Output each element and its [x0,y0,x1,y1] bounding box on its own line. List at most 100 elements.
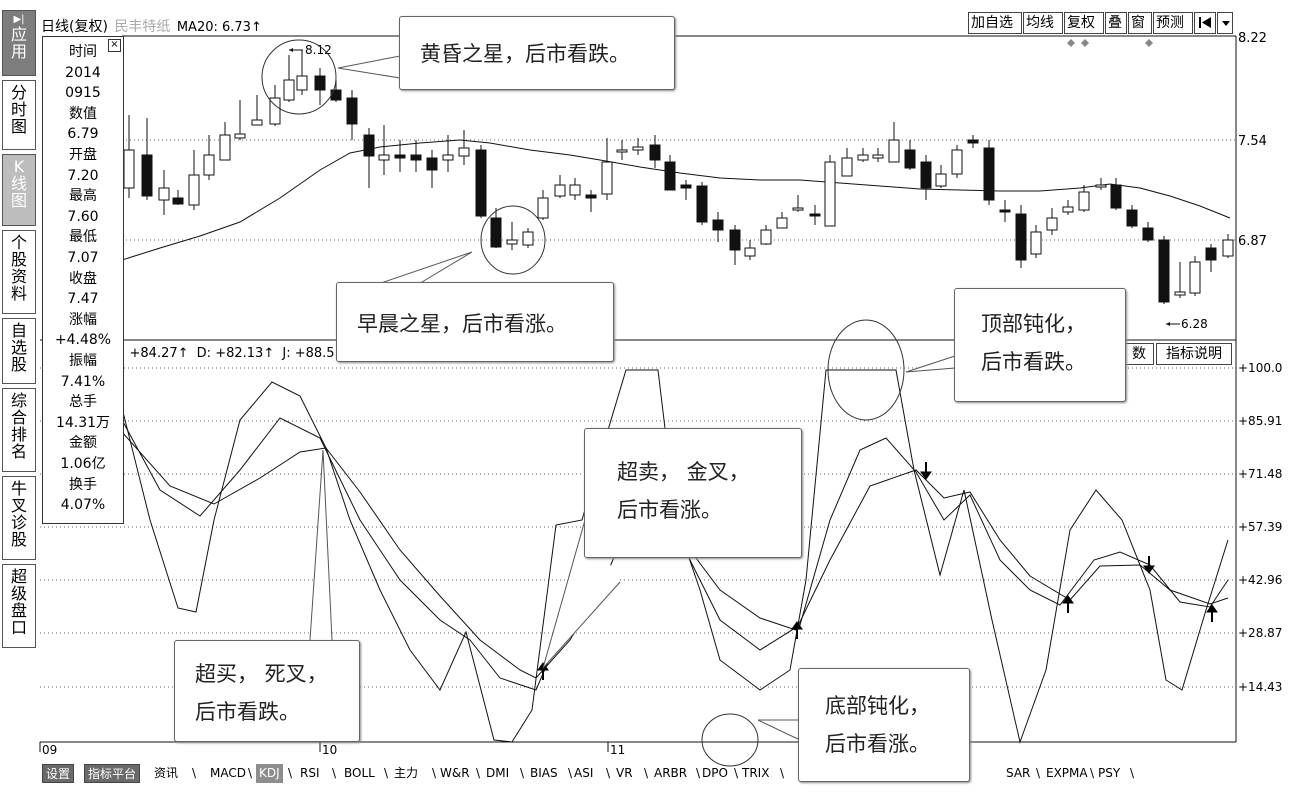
kdj-header: : +84.27↑ D: +82.13↑ J: +88.5 [121,346,335,361]
candle-down [1142,227,1154,241]
candle-up [1095,184,1107,188]
tab-bias[interactable]: BIAS [530,766,558,780]
candle-up [458,147,470,157]
info-panel-row: 最低 [69,229,97,246]
nav-diagnosis[interactable]: 牛叉诊股 [2,476,36,560]
low-price-label: 6.28 [1181,317,1208,331]
callout-bottom-passivation: 底部钝化， 后市看涨。 [798,668,970,782]
nav-watchlist[interactable]: 自选股 [2,318,36,384]
candle-down [696,185,708,223]
candle-up [601,161,613,195]
chevron-down-icon[interactable] [1217,12,1233,34]
nav-kline-chart[interactable]: K线图 [2,154,36,226]
candle-up [888,139,900,163]
tab-[interactable]: 主力 [394,766,419,780]
kdj-axis-label: +28.87 [1238,626,1282,640]
period-label[interactable]: 日线(复权) [41,19,108,35]
tab-separator: \ [192,766,197,780]
candle-up [522,231,534,246]
candle-down [712,219,724,231]
candle-down [649,144,661,161]
candle-up [251,119,263,126]
candle-down [664,161,676,191]
info-panel-row: 金额 [69,435,97,452]
candle-down [680,184,692,189]
info-panel-row: 总手 [69,394,97,411]
tab-[interactable]: 设置 [42,764,75,783]
tab-asi[interactable]: ASI [574,766,594,780]
candle-down [1015,213,1027,261]
tab-dmi[interactable]: DMI [486,766,510,780]
candle-down [172,197,184,205]
sell-arrow-icon [1143,556,1155,574]
tab-dpo[interactable]: DPO [702,766,728,780]
moving-average-button[interactable]: 均线 [1023,12,1063,34]
candle-down [1126,209,1138,227]
time-axis-label: 11 [610,743,625,757]
info-panel-row: 14.31万 [55,414,111,431]
callout-line: 超买， 死叉， [195,662,328,686]
time-axis-label: 09 [42,743,57,757]
add-watchlist-button[interactable]: 加自选 [968,12,1022,34]
tab-trix[interactable]: TRIX [742,766,770,780]
callout-evening-star-text: 黄昏之星，后市看跌。 [420,42,630,66]
tab-expma[interactable]: EXPMA [1046,766,1088,780]
nav-minute-chart[interactable]: 分时图 [2,80,36,150]
tab-kdj[interactable]: KDJ [256,764,283,783]
tab-separator: \ [432,766,437,780]
data-info-panel: × 时间 2014 0915 数值 6.79 开盘 7.20 最高 7.60 最低 7.07 收盘 7.… [42,36,124,524]
forecast-button[interactable]: 预测 [1153,12,1193,34]
tab-wr[interactable]: W&R [440,766,470,780]
play-icon: ▶| [13,14,25,25]
overlay-button[interactable]: 叠 [1105,12,1127,34]
candle-down [346,97,358,125]
candle-up [857,154,869,161]
info-panel-row: 涨幅 [69,311,97,328]
info-panel-row: 时间 [69,44,97,60]
indicator-help-button[interactable]: 指标说明 [1156,343,1232,365]
up-arrow-icon: ↑ [263,346,275,361]
nav-ranking[interactable]: 综合排名 [2,388,36,472]
info-panel-row: 数值 [69,105,97,122]
tab-[interactable]: 资讯 [154,766,179,780]
kdj-axis-label: +14.43 [1238,680,1282,694]
callout-overbought-death-cross: 超买， 死叉， 后市看跌。 [174,640,360,742]
window-button[interactable]: 窗 [1128,12,1152,34]
up-arrow-icon: ↑ [250,20,262,35]
tab-separator: \ [734,766,739,780]
candle-up [537,197,549,219]
callout-line: 后市看跌。 [195,700,300,724]
nav-super-board[interactable]: 超级盘口 [2,564,36,648]
buy-arrow-icon [1206,604,1218,622]
callout-line: 超卖， 金叉， [617,460,750,484]
callout-morning-star-text: 早晨之星，后市看涨。 [357,312,567,336]
nav-stock-profile[interactable]: 个股资料 [2,230,36,314]
tab-rsi[interactable]: RSI [300,766,320,780]
callout-oversold-golden-cross: 超卖， 金叉， 后市看涨。 [584,428,802,558]
indicator-param-button[interactable]: 数 [1124,343,1154,365]
tab-arbr[interactable]: ARBR [654,766,688,780]
candle-up [632,146,644,151]
candle-up [234,133,246,139]
tab-psy[interactable]: PSY [1098,766,1121,780]
kdj-axis-label: +42.96 [1238,573,1282,587]
candle-up [616,149,628,153]
candle-down [585,194,597,199]
candle-up [792,207,804,211]
bottom-passivation-circle [701,713,759,767]
sell-arrow-icon [920,462,932,480]
tab-vr[interactable]: VR [616,766,633,780]
tab-macd[interactable]: MACD [210,766,246,780]
adjust-button[interactable]: 复权 [1064,12,1104,34]
tab-sar[interactable]: SAR [1006,766,1031,780]
tab-[interactable]: 指标平台 [84,764,141,783]
tab-boll[interactable]: BOLL [344,766,375,780]
close-icon[interactable]: × [108,39,121,52]
up-arrow-icon: ↑ [177,346,189,361]
jump-to-start-icon[interactable] [1194,12,1216,34]
time-axis-label: 10 [322,743,337,757]
info-panel-row: 开盘 [69,147,97,163]
candle-down [410,154,422,161]
tab-separator: \ [332,766,337,780]
nav-app[interactable]: ▶| 应用 [2,10,36,76]
